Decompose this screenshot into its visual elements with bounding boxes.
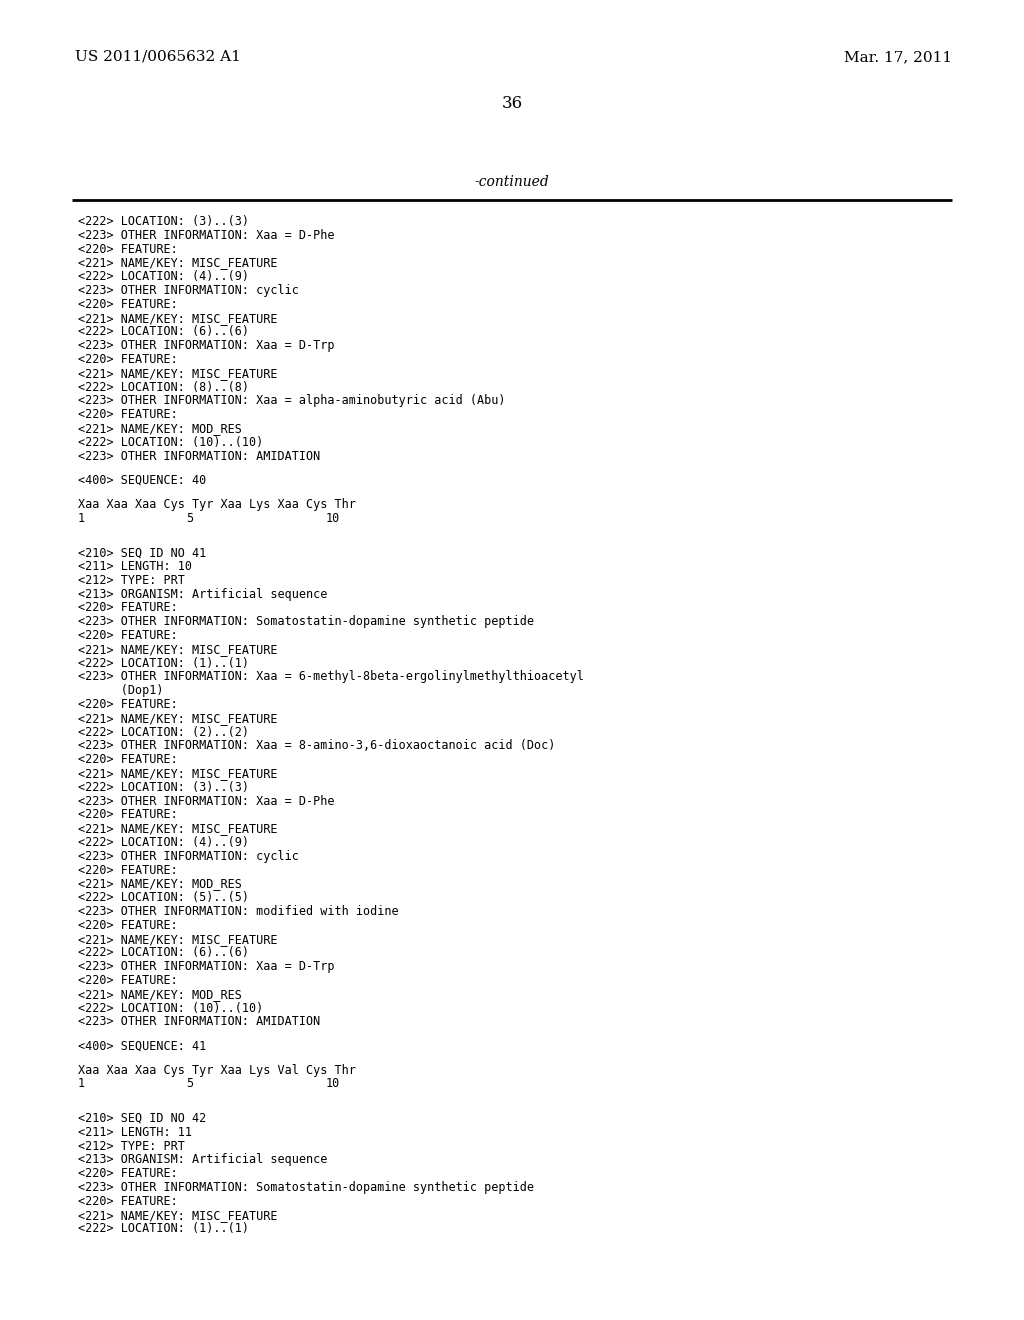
Text: <223> OTHER INFORMATION: modified with iodine: <223> OTHER INFORMATION: modified with i… <box>78 906 398 917</box>
Text: <212> TYPE: PRT: <212> TYPE: PRT <box>78 1139 185 1152</box>
Text: <223> OTHER INFORMATION: Xaa = D-Trp: <223> OTHER INFORMATION: Xaa = D-Trp <box>78 960 335 973</box>
Text: <220> FEATURE:: <220> FEATURE: <box>78 298 178 310</box>
Text: <222> LOCATION: (4)..(9): <222> LOCATION: (4)..(9) <box>78 836 249 849</box>
Text: Xaa Xaa Xaa Cys Tyr Xaa Lys Xaa Cys Thr: Xaa Xaa Xaa Cys Tyr Xaa Lys Xaa Cys Thr <box>78 498 356 511</box>
Text: <221> NAME/KEY: MISC_FEATURE: <221> NAME/KEY: MISC_FEATURE <box>78 933 278 945</box>
Text: <400> SEQUENCE: 40: <400> SEQUENCE: 40 <box>78 474 206 487</box>
Text: <222> LOCATION: (1)..(1): <222> LOCATION: (1)..(1) <box>78 1222 249 1236</box>
Text: <220> FEATURE:: <220> FEATURE: <box>78 602 178 614</box>
Text: <221> NAME/KEY: MISC_FEATURE: <221> NAME/KEY: MISC_FEATURE <box>78 711 278 725</box>
Text: <223> OTHER INFORMATION: Somatostatin-dopamine synthetic peptide: <223> OTHER INFORMATION: Somatostatin-do… <box>78 1181 534 1195</box>
Text: <221> NAME/KEY: MISC_FEATURE: <221> NAME/KEY: MISC_FEATURE <box>78 767 278 780</box>
Text: <222> LOCATION: (6)..(6): <222> LOCATION: (6)..(6) <box>78 946 249 960</box>
Text: <221> NAME/KEY: MOD_RES: <221> NAME/KEY: MOD_RES <box>78 987 242 1001</box>
Text: <221> NAME/KEY: MISC_FEATURE: <221> NAME/KEY: MISC_FEATURE <box>78 312 278 325</box>
Text: <221> NAME/KEY: MISC_FEATURE: <221> NAME/KEY: MISC_FEATURE <box>78 643 278 656</box>
Text: <223> OTHER INFORMATION: AMIDATION: <223> OTHER INFORMATION: AMIDATION <box>78 450 321 462</box>
Text: <220> FEATURE:: <220> FEATURE: <box>78 808 178 821</box>
Text: <222> LOCATION: (1)..(1): <222> LOCATION: (1)..(1) <box>78 656 249 669</box>
Text: <222> LOCATION: (8)..(8): <222> LOCATION: (8)..(8) <box>78 380 249 393</box>
Text: Mar. 17, 2011: Mar. 17, 2011 <box>844 50 952 63</box>
Text: 10: 10 <box>326 1077 340 1090</box>
Text: <220> FEATURE:: <220> FEATURE: <box>78 1195 178 1208</box>
Text: 5: 5 <box>186 1077 194 1090</box>
Text: <222> LOCATION: (10)..(10): <222> LOCATION: (10)..(10) <box>78 1002 263 1015</box>
Text: <220> FEATURE:: <220> FEATURE: <box>78 698 178 711</box>
Text: <222> LOCATION: (5)..(5): <222> LOCATION: (5)..(5) <box>78 891 249 904</box>
Text: <220> FEATURE:: <220> FEATURE: <box>78 408 178 421</box>
Text: <222> LOCATION: (4)..(9): <222> LOCATION: (4)..(9) <box>78 271 249 284</box>
Text: <220> FEATURE:: <220> FEATURE: <box>78 352 178 366</box>
Text: <223> OTHER INFORMATION: cyclic: <223> OTHER INFORMATION: cyclic <box>78 284 299 297</box>
Text: 10: 10 <box>326 512 340 525</box>
Text: <213> ORGANISM: Artificial sequence: <213> ORGANISM: Artificial sequence <box>78 587 328 601</box>
Text: <213> ORGANISM: Artificial sequence: <213> ORGANISM: Artificial sequence <box>78 1154 328 1167</box>
Text: <220> FEATURE:: <220> FEATURE: <box>78 243 178 256</box>
Text: 1: 1 <box>78 512 85 525</box>
Text: <220> FEATURE:: <220> FEATURE: <box>78 754 178 766</box>
Text: <223> OTHER INFORMATION: Xaa = D-Phe: <223> OTHER INFORMATION: Xaa = D-Phe <box>78 795 335 808</box>
Text: <222> LOCATION: (6)..(6): <222> LOCATION: (6)..(6) <box>78 326 249 338</box>
Text: <223> OTHER INFORMATION: Xaa = D-Trp: <223> OTHER INFORMATION: Xaa = D-Trp <box>78 339 335 352</box>
Text: <221> NAME/KEY: MOD_RES: <221> NAME/KEY: MOD_RES <box>78 878 242 891</box>
Text: <223> OTHER INFORMATION: Xaa = D-Phe: <223> OTHER INFORMATION: Xaa = D-Phe <box>78 228 335 242</box>
Text: <211> LENGTH: 10: <211> LENGTH: 10 <box>78 560 193 573</box>
Text: <211> LENGTH: 11: <211> LENGTH: 11 <box>78 1126 193 1139</box>
Text: <220> FEATURE:: <220> FEATURE: <box>78 863 178 876</box>
Text: <220> FEATURE:: <220> FEATURE: <box>78 974 178 987</box>
Text: <220> FEATURE:: <220> FEATURE: <box>78 919 178 932</box>
Text: <220> FEATURE:: <220> FEATURE: <box>78 1167 178 1180</box>
Text: 1: 1 <box>78 1077 85 1090</box>
Text: <210> SEQ ID NO 42: <210> SEQ ID NO 42 <box>78 1111 206 1125</box>
Text: <221> NAME/KEY: MISC_FEATURE: <221> NAME/KEY: MISC_FEATURE <box>78 256 278 269</box>
Text: <212> TYPE: PRT: <212> TYPE: PRT <box>78 574 185 587</box>
Text: <223> OTHER INFORMATION: AMIDATION: <223> OTHER INFORMATION: AMIDATION <box>78 1015 321 1028</box>
Text: Xaa Xaa Xaa Cys Tyr Xaa Lys Val Cys Thr: Xaa Xaa Xaa Cys Tyr Xaa Lys Val Cys Thr <box>78 1064 356 1077</box>
Text: <223> OTHER INFORMATION: cyclic: <223> OTHER INFORMATION: cyclic <box>78 850 299 863</box>
Text: <222> LOCATION: (3)..(3): <222> LOCATION: (3)..(3) <box>78 781 249 793</box>
Text: (Dop1): (Dop1) <box>78 684 164 697</box>
Text: <220> FEATURE:: <220> FEATURE: <box>78 630 178 642</box>
Text: <223> OTHER INFORMATION: Xaa = alpha-aminobutyric acid (Abu): <223> OTHER INFORMATION: Xaa = alpha-ami… <box>78 395 506 408</box>
Text: <210> SEQ ID NO 41: <210> SEQ ID NO 41 <box>78 546 206 560</box>
Text: <221> NAME/KEY: MOD_RES: <221> NAME/KEY: MOD_RES <box>78 422 242 436</box>
Text: <222> LOCATION: (2)..(2): <222> LOCATION: (2)..(2) <box>78 726 249 739</box>
Text: <223> OTHER INFORMATION: Xaa = 6-methyl-8beta-ergolinylmethylthioacetyl: <223> OTHER INFORMATION: Xaa = 6-methyl-… <box>78 671 584 684</box>
Text: <222> LOCATION: (10)..(10): <222> LOCATION: (10)..(10) <box>78 436 263 449</box>
Text: <222> LOCATION: (3)..(3): <222> LOCATION: (3)..(3) <box>78 215 249 228</box>
Text: <400> SEQUENCE: 41: <400> SEQUENCE: 41 <box>78 1040 206 1052</box>
Text: <221> NAME/KEY: MISC_FEATURE: <221> NAME/KEY: MISC_FEATURE <box>78 1209 278 1221</box>
Text: <223> OTHER INFORMATION: Xaa = 8-amino-3,6-dioxaoctanoic acid (Doc): <223> OTHER INFORMATION: Xaa = 8-amino-3… <box>78 739 555 752</box>
Text: 5: 5 <box>186 512 194 525</box>
Text: -continued: -continued <box>475 176 549 189</box>
Text: <221> NAME/KEY: MISC_FEATURE: <221> NAME/KEY: MISC_FEATURE <box>78 367 278 380</box>
Text: <221> NAME/KEY: MISC_FEATURE: <221> NAME/KEY: MISC_FEATURE <box>78 822 278 836</box>
Text: US 2011/0065632 A1: US 2011/0065632 A1 <box>75 50 241 63</box>
Text: <223> OTHER INFORMATION: Somatostatin-dopamine synthetic peptide: <223> OTHER INFORMATION: Somatostatin-do… <box>78 615 534 628</box>
Text: 36: 36 <box>502 95 522 112</box>
